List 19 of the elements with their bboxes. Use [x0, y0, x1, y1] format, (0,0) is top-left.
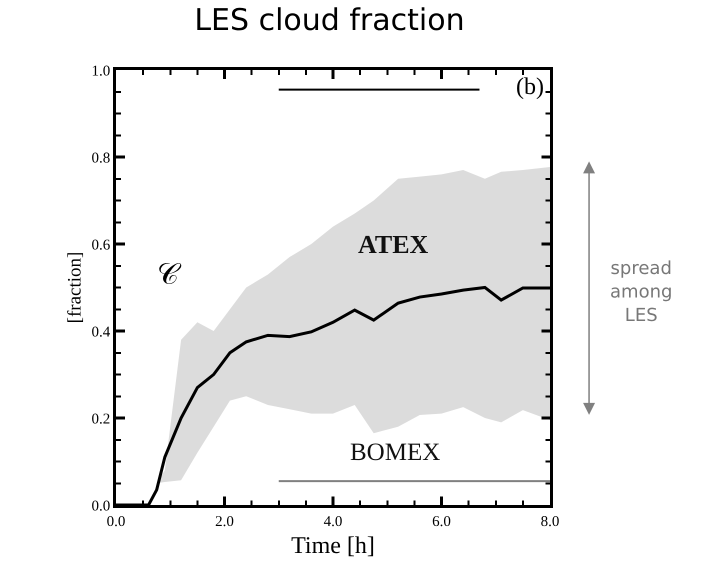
y-tick-label: 0.8: [92, 150, 110, 166]
x-tick-label: 0.0: [106, 514, 126, 530]
x-axis-title: Time [h]: [291, 533, 375, 560]
x-tick-label: 4.0: [324, 514, 342, 530]
y-tick-label: 0.0: [92, 498, 110, 514]
annotation: (b): [516, 74, 544, 100]
x-tick-label: 6.0: [432, 514, 451, 530]
chart-title: LES cloud fraction: [194, 2, 465, 38]
annotation: 𝒞: [157, 258, 182, 291]
y-tick-label: 0.2: [92, 411, 110, 428]
x-tick-label: 2.0: [215, 514, 234, 530]
annotation: BOMEX: [350, 439, 440, 466]
x-tick-label: 8.0: [540, 514, 560, 530]
y-tick-label: 0.4: [92, 324, 111, 340]
text: spread among LES: [610, 258, 672, 326]
y-tick-label: 1.0: [92, 63, 110, 80]
y-tick-label: 0.6: [92, 237, 111, 254]
annotation: ATEX: [358, 230, 429, 259]
y-axis-title: [fraction]: [64, 252, 86, 324]
